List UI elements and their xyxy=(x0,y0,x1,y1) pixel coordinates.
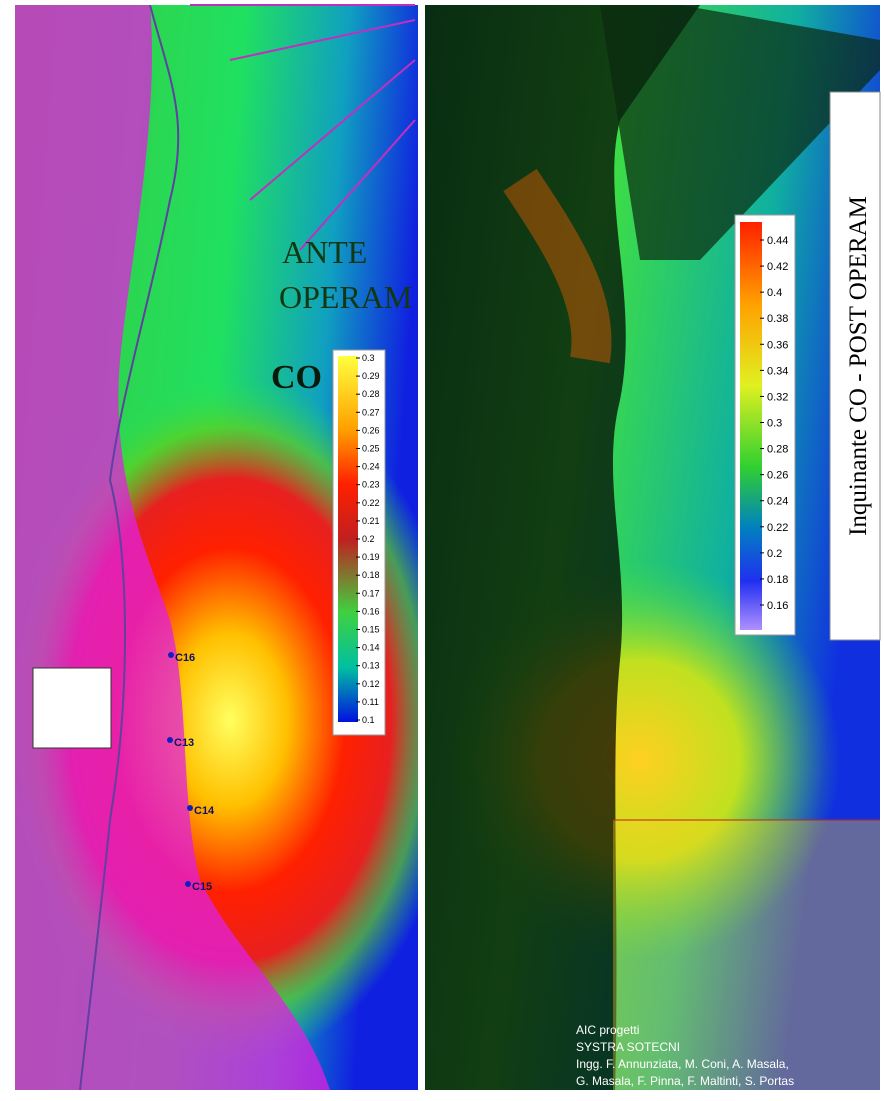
colorbar xyxy=(338,356,358,722)
colorbar-label: 0.24 xyxy=(362,462,380,472)
colorbar-label: 0.12 xyxy=(362,679,380,689)
colorbar-label: 0.18 xyxy=(767,574,788,586)
inset-map xyxy=(33,668,111,748)
station-label: C13 xyxy=(174,737,194,749)
colorbar-label: 0.3 xyxy=(767,418,782,430)
colorbar-label: 0.15 xyxy=(362,625,380,635)
colorbar-label: 0.28 xyxy=(767,444,788,456)
colorbar-label: 0.3 xyxy=(362,353,375,363)
colorbar-label: 0.22 xyxy=(362,498,380,508)
colorbar-label: 0.38 xyxy=(767,313,788,325)
colorbar-label: 0.24 xyxy=(767,496,788,508)
credit-line: AIC progetti xyxy=(576,1023,639,1037)
colorbar-label: 0.14 xyxy=(362,643,380,653)
colorbar-label: 0.11 xyxy=(362,697,379,707)
credit-line: G. Masala, F. Pinna, F. Maltinti, S. Por… xyxy=(576,1074,794,1088)
station-marker xyxy=(168,652,174,658)
colorbar-label: 0.36 xyxy=(767,339,788,351)
colorbar-label: 0.21 xyxy=(362,516,380,526)
title: ANTE xyxy=(282,234,367,270)
colorbar-label: 0.44 xyxy=(767,235,788,247)
credit-line: SYSTRA SOTECNI xyxy=(576,1040,680,1054)
credit-line: Ingg. F. Annunziata, M. Coni, A. Masala, xyxy=(576,1057,789,1071)
colorbar-label: 0.22 xyxy=(767,522,788,534)
colorbar-label: 0.42 xyxy=(767,261,788,273)
colorbar-label: 0.18 xyxy=(362,570,380,580)
station-label: C14 xyxy=(194,805,215,817)
divider xyxy=(418,0,425,1101)
colorbar-label: 0.32 xyxy=(767,391,788,403)
colorbar-label: 0.23 xyxy=(362,480,380,490)
colorbar-label: 0.16 xyxy=(767,600,788,612)
colorbar-label: 0.19 xyxy=(362,552,380,562)
pollutant-label: CO xyxy=(271,359,322,396)
colorbar-label: 0.2 xyxy=(767,548,782,560)
colorbar-label: 0.27 xyxy=(362,407,380,417)
station-label: C15 xyxy=(192,881,212,893)
station-marker xyxy=(187,805,193,811)
colorbar-label: 0.26 xyxy=(767,470,788,482)
colorbar-label: 0.4 xyxy=(767,287,782,299)
station-marker xyxy=(185,881,191,887)
colorbar-label: 0.34 xyxy=(767,365,788,377)
station-marker xyxy=(167,737,173,743)
colorbar-label: 0.17 xyxy=(362,588,380,598)
colorbar-label: 0.29 xyxy=(362,371,380,381)
colorbar-label: 0.28 xyxy=(362,389,380,399)
colorbar-label: 0.25 xyxy=(362,444,380,454)
colorbar-label: 0.26 xyxy=(362,425,380,435)
right-panel: 0.44 0.42 0.4 0.38 0.36 0.34 0.32 0.3 0.28 0.26 0.… xyxy=(425,5,880,1090)
station-label: C16 xyxy=(175,652,195,664)
colorbar xyxy=(740,222,762,630)
title: OPERAM xyxy=(279,279,412,315)
left-panel: ANTE OPERAM CO 0.3 0.29 0.28 0.27 0.26 0.25 0.… xyxy=(15,5,418,1090)
map-page: ANTE OPERAM CO 0.3 0.29 0.28 0.27 0.26 0.25 0.… xyxy=(0,0,884,1101)
colorbar-label: 0.1 xyxy=(362,715,375,725)
colorbar-label: 0.13 xyxy=(362,661,380,671)
colorbar-label: 0.16 xyxy=(362,606,380,616)
colorbar-label: 0.2 xyxy=(362,534,375,544)
title: Inquinante CO - POST OPERAM xyxy=(845,196,872,536)
